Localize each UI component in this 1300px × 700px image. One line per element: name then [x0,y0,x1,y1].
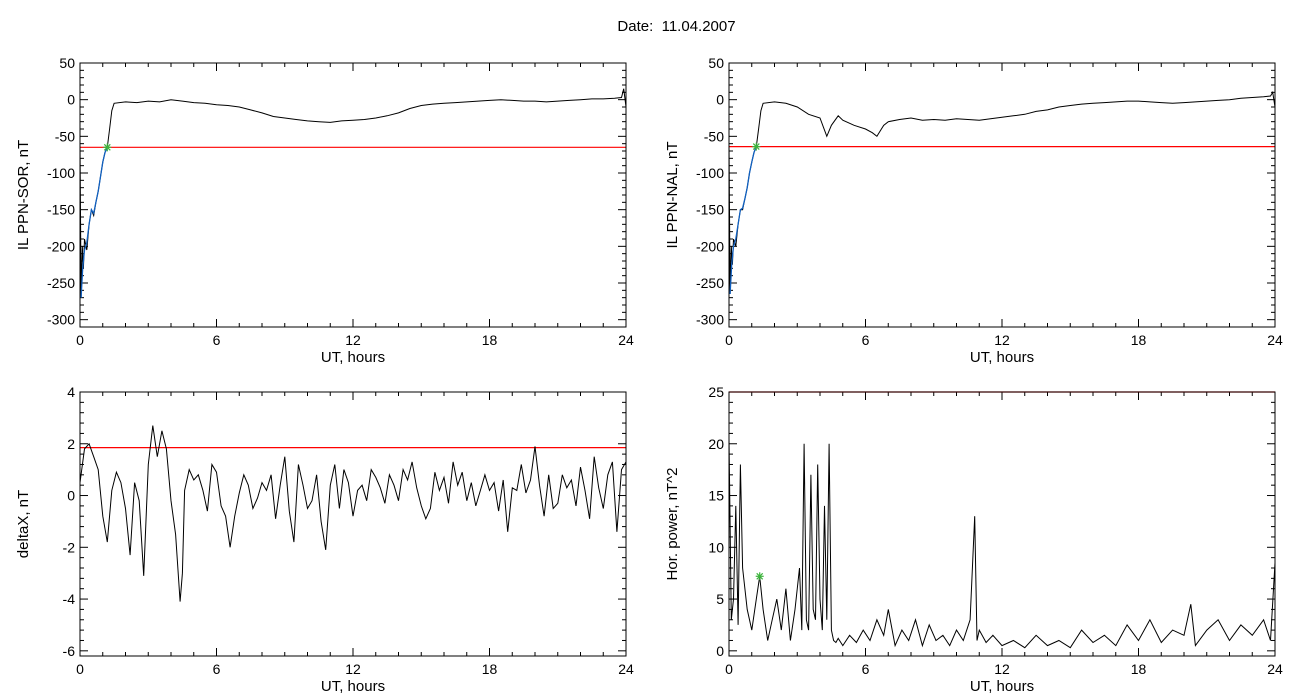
plot-area [729,90,1275,295]
x-tick-label: 18 [482,332,498,348]
x-tick-label: 18 [1131,332,1147,348]
x-tick-label: 12 [345,332,361,348]
data-series-line [80,425,626,602]
y-tick-label: -50 [55,128,75,144]
x-tick-label: 24 [618,332,634,348]
marker-stroke [103,143,111,151]
plot-frame [728,62,1276,328]
y-tick-label: 10 [708,539,724,555]
marker-star [103,143,112,152]
marker-stroke [756,572,764,580]
y-tick-label: -2 [63,539,76,555]
y-tick-label: -250 [696,275,724,291]
y-tick-label: -100 [47,165,75,181]
x-tick-label: 6 [213,661,221,677]
panel-hpower: 0 6 12 18 24 25 20 15 10 5 0 UT, hours Hor. power, n… [664,384,1283,695]
x-axis-label: UT, hours [321,349,385,366]
y-tick-label: 25 [708,384,724,400]
y-tick-label: 2 [67,436,75,452]
x-tick-label: 0 [76,332,84,348]
x-tick-label: 6 [862,332,870,348]
y-tick-label: -300 [696,312,724,328]
marker-star [752,142,761,151]
plot-frame [79,391,627,657]
plot-frame [728,391,1276,657]
y-tick-label: -250 [47,275,75,291]
x-axis-label: UT, hours [321,678,385,695]
y-tick-label: 0 [716,92,724,108]
y-tick-label: 50 [59,55,75,71]
y-tick-label: -200 [696,238,724,254]
panel-nal: 0 6 12 18 24 50 0 -50 -100 -150 -200 -250 -300 UT, ho… [664,55,1283,366]
data-series-line [729,90,1275,295]
data-series-line [80,88,626,298]
y-axis-label: IL PPN-SOR, nT [15,140,32,250]
x-axis-label: UT, hours [970,349,1034,366]
panel-deltax: 0 6 12 18 24 4 2 0 -2 -4 -6 UT, hours deltaX, nT [15,384,634,695]
x-axis-label: UT, hours [970,678,1034,695]
y-tick-label: -150 [47,202,75,218]
x-tick-label: 24 [1267,332,1283,348]
fit-segment-line [80,147,108,298]
y-axis-label: IL PPN-NAL, nT [664,142,681,249]
y-tick-label: -6 [63,643,76,659]
y-tick-label: -100 [696,165,724,181]
x-tick-label: 6 [213,332,221,348]
y-tick-label: 20 [708,436,724,452]
x-tick-label: 0 [725,332,733,348]
y-tick-label: 0 [716,643,724,659]
y-axis-label: deltaX, nT [15,490,32,558]
marker-star [755,572,764,581]
x-tick-label: 12 [994,332,1010,348]
y-axis-label: Hor. power, nT^2 [664,468,681,581]
y-tick-label: -300 [47,312,75,328]
y-tick-label: -200 [47,238,75,254]
x-tick-label: 18 [1131,661,1147,677]
x-tick-label: 24 [618,661,634,677]
x-tick-label: 24 [1267,661,1283,677]
plot-frame [79,62,627,328]
y-tick-label: 4 [67,384,75,400]
page-title: Date: 11.04.2007 [617,18,736,35]
x-tick-label: 6 [862,661,870,677]
y-tick-label: 0 [67,488,75,504]
x-tick-label: 0 [725,661,733,677]
y-tick-label: 5 [716,591,724,607]
y-tick-label: 0 [67,92,75,108]
y-tick-label: -50 [704,128,724,144]
x-tick-label: 18 [482,661,498,677]
plot-area [80,88,626,298]
plot-area [80,425,626,602]
y-tick-label: 15 [708,488,724,504]
data-series-line [729,438,1275,649]
x-tick-label: 12 [345,661,361,677]
marker-stroke [752,143,760,151]
y-tick-label: -150 [696,202,724,218]
x-tick-label: 12 [994,661,1010,677]
y-tick-label: -4 [63,591,76,607]
fit-segment-line [729,146,757,295]
panel-sor: 0 6 12 18 24 50 0 -50 -100 -150 -200 -250 -300 UT, ho… [15,55,634,366]
plot-area [729,438,1275,649]
x-tick-label: 0 [76,661,84,677]
y-tick-label: 50 [708,55,724,71]
